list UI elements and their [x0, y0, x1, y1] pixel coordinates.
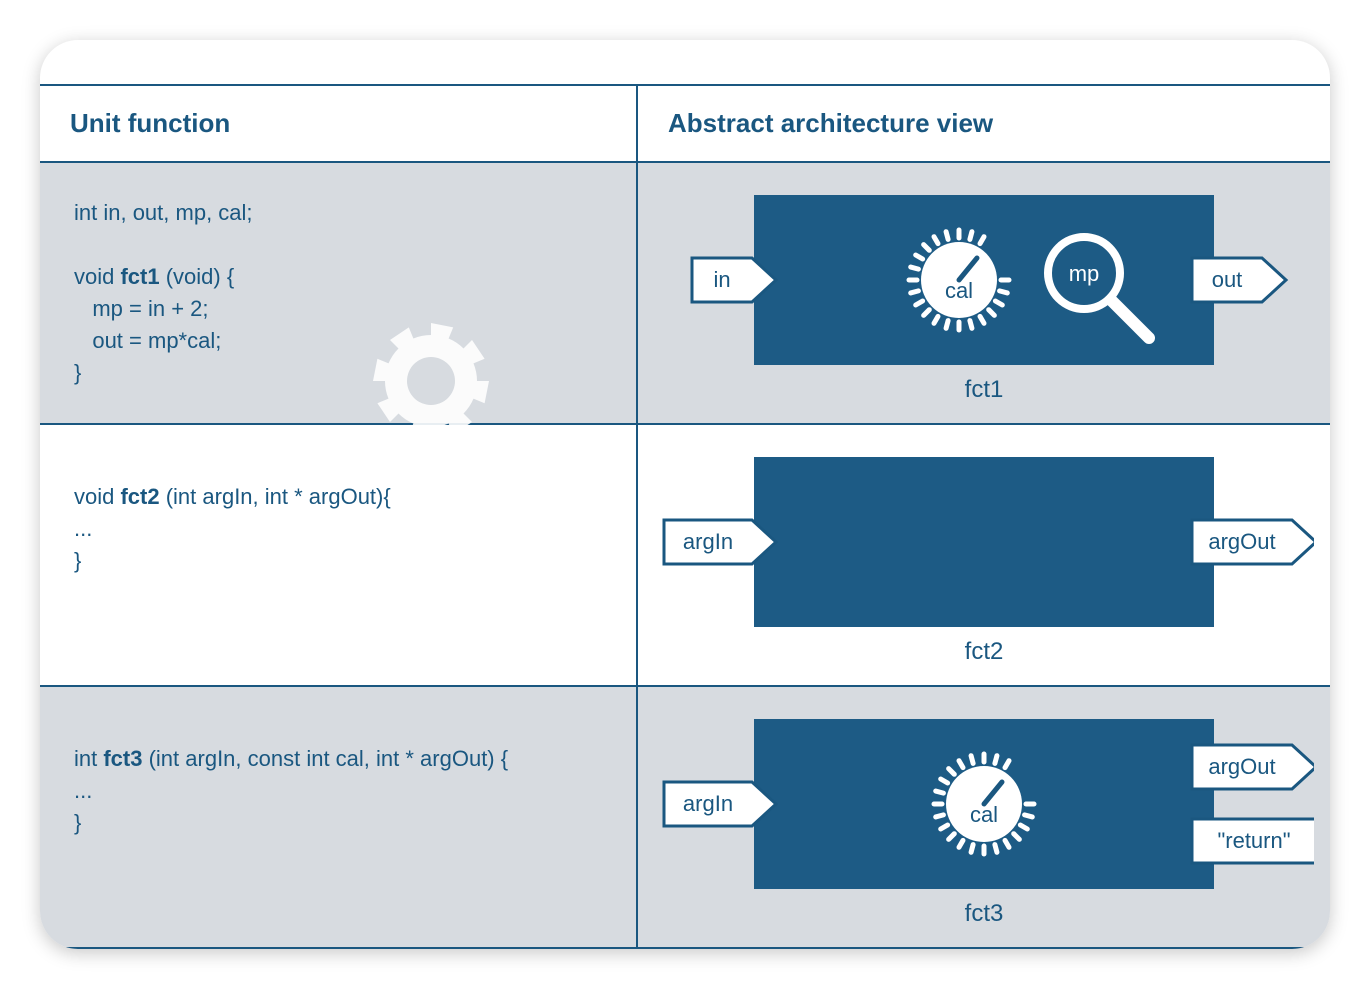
code-line — [74, 229, 602, 261]
port-out: argOut — [1192, 520, 1314, 564]
diagram-card: Unit function Abstract architecture view… — [40, 40, 1330, 949]
svg-text:mp: mp — [1069, 261, 1100, 286]
table-row: int in, out, mp, cal; void fct1 (void) {… — [40, 162, 1330, 424]
code-block: void fct2 (int argIn, int * argOut){...} — [40, 455, 636, 655]
svg-text:fct2: fct2 — [965, 638, 1004, 665]
port-in: argIn — [664, 520, 776, 564]
code-line: int fct3 (int argIn, const int cal, int … — [74, 743, 602, 775]
svg-text:argOut: argOut — [1208, 754, 1275, 779]
main-table: Unit function Abstract architecture view… — [40, 40, 1330, 949]
svg-text:fct1: fct1 — [965, 376, 1004, 403]
svg-text:in: in — [713, 267, 730, 292]
code-line: } — [74, 807, 602, 839]
code-block: int in, out, mp, cal; void fct1 (void) {… — [40, 171, 636, 414]
gear-icon — [361, 311, 501, 451]
port-out: "return" — [1192, 819, 1314, 863]
cell-diagram: argIn argOut fct2 — [637, 424, 1330, 686]
svg-text:cal: cal — [970, 802, 998, 827]
block-diagram: argIn argOut "return" cal fct3 — [654, 709, 1314, 933]
code-line: void fct2 (int argIn, int * argOut){ — [74, 481, 602, 513]
block-diagram: argIn argOut fct2 — [654, 447, 1314, 671]
cell-diagram: in out cal mp fct1 — [637, 162, 1330, 424]
svg-text:"return": "return" — [1217, 828, 1290, 853]
cell-code: int fct3 (int argIn, const int cal, int … — [40, 686, 637, 948]
code-line: ... — [74, 513, 602, 545]
code-line: out = mp*cal; — [74, 325, 602, 357]
code-line: int in, out, mp, cal; — [74, 197, 602, 229]
svg-text:fct3: fct3 — [965, 900, 1004, 927]
table-row: void fct2 (int argIn, int * argOut){...}… — [40, 424, 1330, 686]
port-out: out — [1192, 258, 1286, 302]
code-line: void fct1 (void) { — [74, 261, 602, 293]
code-line: } — [74, 357, 602, 389]
svg-text:argIn: argIn — [683, 529, 733, 554]
code-line: ... — [74, 775, 602, 807]
code-line: } — [74, 545, 602, 577]
svg-text:argOut: argOut — [1208, 529, 1275, 554]
svg-text:cal: cal — [945, 278, 973, 303]
table-row: int fct3 (int argIn, const int cal, int … — [40, 686, 1330, 948]
header-left: Unit function — [40, 85, 637, 162]
header-row: Unit function Abstract architecture view — [40, 85, 1330, 162]
block-diagram: in out cal mp fct1 — [654, 185, 1314, 409]
svg-text:argIn: argIn — [683, 791, 733, 816]
cell-diagram: argIn argOut "return" cal fct3 — [637, 686, 1330, 948]
header-right: Abstract architecture view — [637, 85, 1330, 162]
port-in: argIn — [664, 782, 776, 826]
code-block: int fct3 (int argIn, const int cal, int … — [40, 717, 636, 917]
cell-code: int in, out, mp, cal; void fct1 (void) {… — [40, 162, 637, 424]
port-out: argOut — [1192, 745, 1314, 789]
cell-code: void fct2 (int argIn, int * argOut){...} — [40, 424, 637, 686]
svg-text:out: out — [1212, 267, 1243, 292]
code-line: mp = in + 2; — [74, 293, 602, 325]
